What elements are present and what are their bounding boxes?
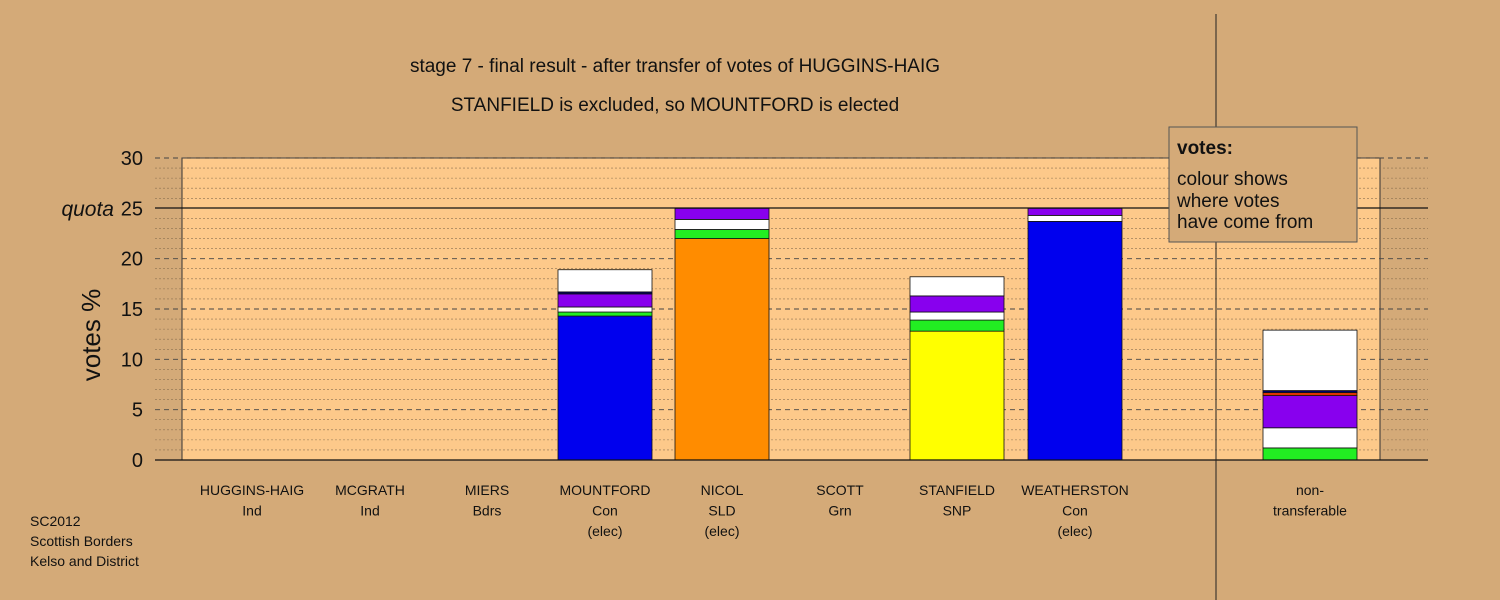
bar-segment <box>909 295 1005 313</box>
x-tick-label: (elec) <box>1057 523 1092 539</box>
bar-segment <box>909 276 1005 297</box>
bar-segment <box>1027 207 1123 216</box>
bar-segment <box>1027 221 1123 461</box>
x-tick-label: transferable <box>1273 503 1347 519</box>
y-axis-label: votes % <box>76 289 106 382</box>
legend-line: colour shows <box>1177 169 1288 190</box>
chart-title: stage 7 - final result - after transfer … <box>410 56 940 77</box>
x-tick-label: STANFIELD <box>919 482 995 498</box>
bar-segment <box>674 238 770 461</box>
bar-segment <box>557 311 653 317</box>
y-tick-label: 10 <box>121 349 143 371</box>
footer: SC2012 Scottish Borders Kelso and Distri… <box>30 513 139 569</box>
y-tick-labels: 0 5 10 15 20 25 30 <box>121 148 143 472</box>
legend-line: where votes <box>1176 191 1279 212</box>
x-tick-label: NICOL <box>701 482 744 498</box>
y-tick-label: 15 <box>121 299 143 321</box>
x-tick-label: MIERS <box>465 482 509 498</box>
bars <box>557 207 1358 461</box>
bar-segment <box>557 315 653 461</box>
y-tick-label: 25 <box>121 198 143 220</box>
x-tick-label: MOUNTFORD <box>560 482 651 498</box>
bar-segment <box>557 269 653 293</box>
x-tick-label: MCGRATH <box>335 482 405 498</box>
x-tick-label: WEATHERSTON <box>1021 482 1129 498</box>
bar-segment <box>1262 427 1358 449</box>
x-tick-label: (elec) <box>587 523 622 539</box>
bar-segment <box>674 219 770 230</box>
bar-segment <box>909 330 1005 461</box>
bar-segment <box>674 207 770 220</box>
x-tick-label: Ind <box>242 503 261 519</box>
legend-title: votes: <box>1177 138 1233 159</box>
x-tick-label: Grn <box>828 503 851 519</box>
x-tick-labels: HUGGINS-HAIG Ind MCGRATH Ind MIERS Bdrs MOUNTF… <box>200 482 1347 539</box>
x-tick-label: Bdrs <box>473 503 502 519</box>
legend-box <box>1168 126 1358 243</box>
bar-segment <box>557 293 653 308</box>
x-tick-label: SLD <box>708 503 735 519</box>
footer-line: Kelso and District <box>30 553 139 569</box>
bar-segment <box>909 319 1005 332</box>
legend: votes: colour shows where votes have com… <box>1168 126 1358 243</box>
x-tick-label: SNP <box>943 503 972 519</box>
bar-segment <box>1027 214 1123 222</box>
y-tick-label: 20 <box>121 249 143 271</box>
x-tick-label: Con <box>1062 503 1088 519</box>
bar-segment <box>674 229 770 239</box>
y-tick-label: 30 <box>121 148 143 170</box>
quota-label: quota <box>61 198 114 221</box>
x-tick-label: Ind <box>360 503 379 519</box>
y-tick-label: 5 <box>132 400 143 422</box>
footer-line: Scottish Borders <box>30 533 133 549</box>
x-tick-label: non- <box>1296 482 1324 498</box>
bar-segment <box>1262 447 1358 461</box>
x-tick-label: SCOTT <box>816 482 864 498</box>
bar-segment <box>1262 392 1358 396</box>
footer-line: SC2012 <box>30 513 81 529</box>
bar-segment <box>1262 395 1358 429</box>
bar-segment <box>909 311 1005 321</box>
bar-segment <box>1262 329 1358 391</box>
chart-subtitle: STANFIELD is excluded, so MOUNTFORD is e… <box>451 95 899 116</box>
x-tick-label: (elec) <box>704 523 739 539</box>
legend-line: have come from <box>1177 212 1313 233</box>
y-tick-label: 0 <box>132 450 143 472</box>
bar-segment <box>557 306 653 313</box>
x-tick-label: Con <box>592 503 618 519</box>
x-tick-label: HUGGINS-HAIG <box>200 482 304 498</box>
